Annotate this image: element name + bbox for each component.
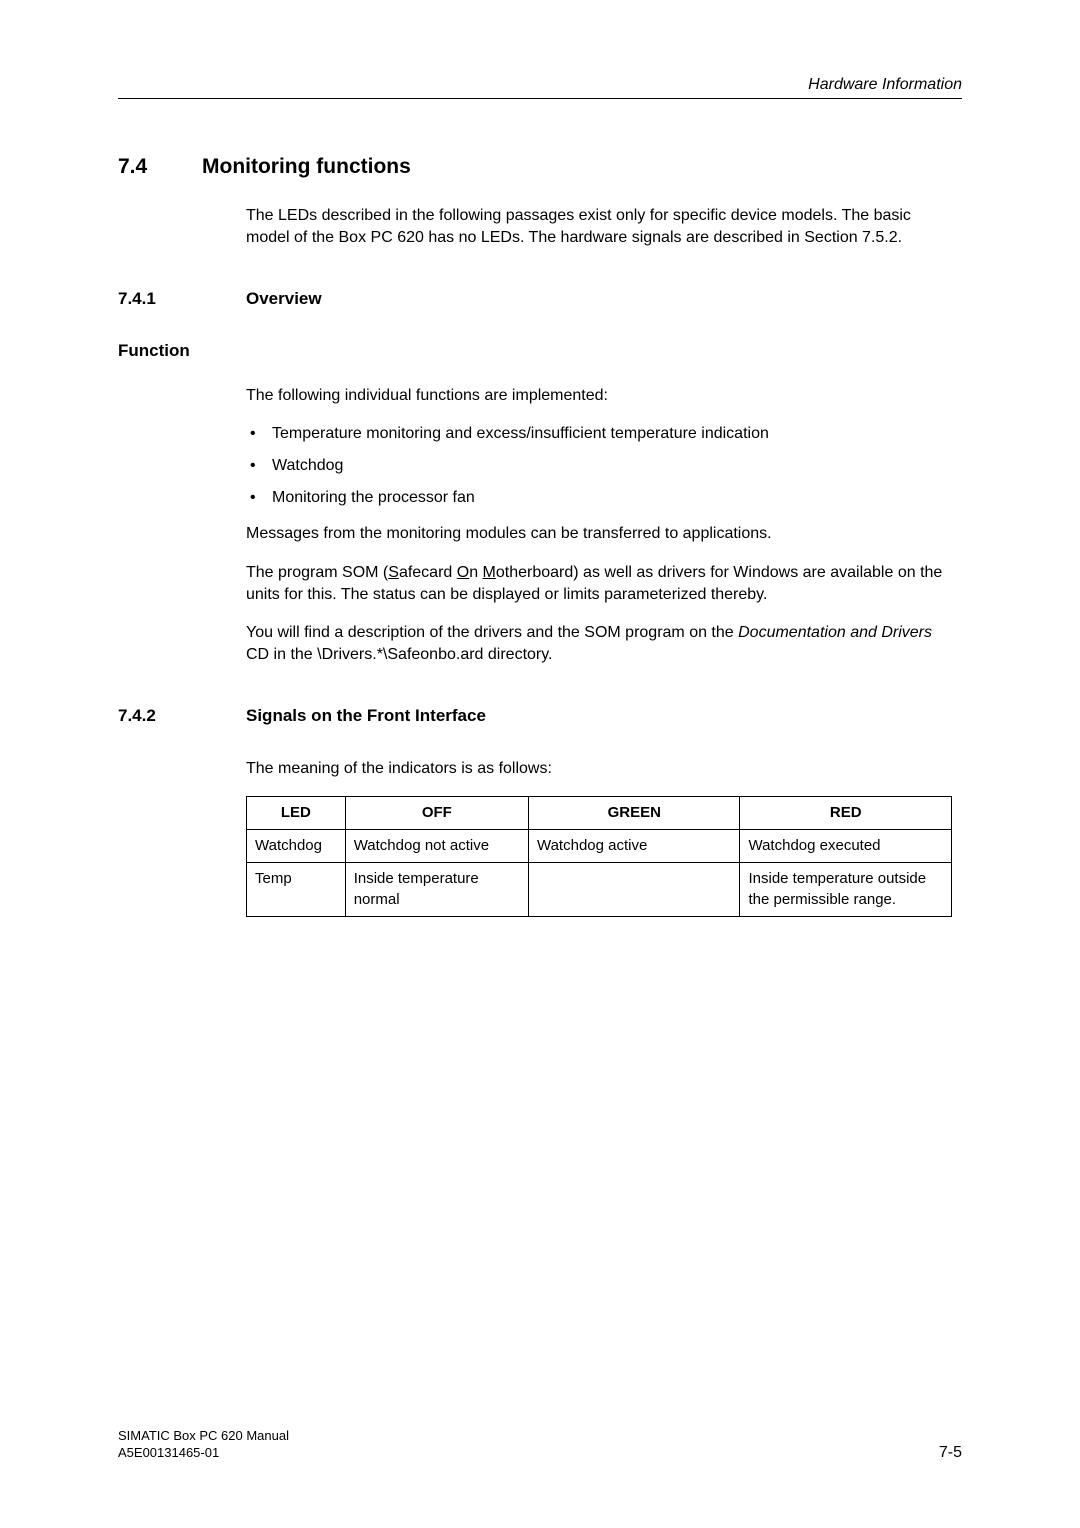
signals-intro: The meaning of the indicators is as foll… [246, 758, 952, 780]
cell-red: Watchdog executed [740, 830, 952, 863]
messages-paragraph: Messages from the monitoring modules can… [246, 523, 952, 545]
footer-left: SIMATIC Box PC 620 Manual A5E00131465-01 [118, 1428, 289, 1462]
section-intro: The LEDs described in the following pass… [246, 205, 952, 249]
cell-off: Inside temperature normal [345, 863, 528, 917]
som-text-pre: The program SOM ( [246, 564, 388, 581]
function-heading: Function [118, 341, 962, 361]
drivers-text-2: CD in the \Drivers.*\Safeonbo.ard direct… [246, 646, 553, 663]
drivers-em: Documentation and Drivers [738, 624, 932, 641]
cell-green: Watchdog active [528, 830, 740, 863]
som-underline-m: M [483, 564, 496, 581]
bullet-item: Watchdog [246, 455, 952, 477]
th-led: LED [247, 796, 346, 829]
som-text-afecard: afecard [399, 564, 457, 581]
page-footer: SIMATIC Box PC 620 Manual A5E00131465-01… [118, 1428, 962, 1462]
cell-led: Temp [247, 863, 346, 917]
function-intro: The following individual functions are i… [246, 385, 952, 407]
footer-doc-number: A5E00131465-01 [118, 1445, 289, 1462]
som-underline-s: S [388, 564, 399, 581]
cell-red: Inside temperature outside the permissib… [740, 863, 952, 917]
som-paragraph: The program SOM (Safecard On Motherboard… [246, 562, 952, 606]
cell-off: Watchdog not active [345, 830, 528, 863]
table-row: Watchdog Watchdog not active Watchdog ac… [247, 830, 952, 863]
section-number: 7.4 [118, 155, 202, 179]
footer-manual-title: SIMATIC Box PC 620 Manual [118, 1428, 289, 1445]
drivers-text-1: You will find a description of the drive… [246, 624, 738, 641]
th-red: RED [740, 796, 952, 829]
bullet-item: Monitoring the processor fan [246, 487, 952, 509]
drivers-paragraph: You will find a description of the drive… [246, 622, 952, 666]
footer-page-number: 7-5 [939, 1444, 962, 1462]
th-green: GREEN [528, 796, 740, 829]
table-row: Temp Inside temperature normal Inside te… [247, 863, 952, 917]
th-off: OFF [345, 796, 528, 829]
section-heading: 7.4 Monitoring functions [118, 155, 962, 179]
table-header-row: LED OFF GREEN RED [247, 796, 952, 829]
subsection-742-title: Signals on the Front Interface [246, 706, 486, 726]
cell-led: Watchdog [247, 830, 346, 863]
subsection-742-number: 7.4.2 [118, 706, 246, 726]
subsection-741-number: 7.4.1 [118, 289, 246, 309]
signals-table: LED OFF GREEN RED Watchdog Watchdog not … [246, 796, 952, 917]
cell-green [528, 863, 740, 917]
som-text-n: n [469, 564, 482, 581]
subsection-742-heading: 7.4.2 Signals on the Front Interface [118, 706, 962, 726]
bullet-item: Temperature monitoring and excess/insuff… [246, 423, 952, 445]
subsection-741-heading: 7.4.1 Overview [118, 289, 962, 309]
section-title: Monitoring functions [202, 155, 411, 179]
running-header-text: Hardware Information [118, 76, 962, 94]
som-underline-o: O [457, 564, 469, 581]
running-header: Hardware Information [118, 76, 962, 99]
subsection-741-title: Overview [246, 289, 322, 309]
function-bullet-list: Temperature monitoring and excess/insuff… [246, 423, 952, 509]
